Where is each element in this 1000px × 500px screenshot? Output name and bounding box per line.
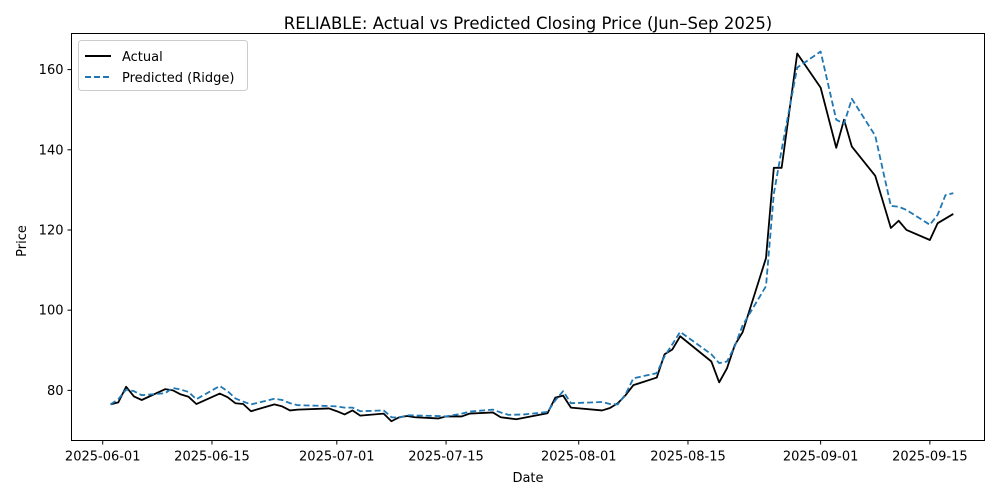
y-tick-label: 80 [47,384,64,399]
series-line-predicted [110,50,954,419]
series-group [110,50,954,423]
x-tick-label: 2025-08-01 [541,450,617,465]
x-axis: 2025-06-01 2025-06-15 2025-07-01 2025-07-15… [65,440,968,465]
legend-box [78,40,248,91]
y-axis-label: Price [15,225,30,257]
y-tick-label: 120 [39,223,64,238]
y-tick-label: 140 [39,143,64,158]
x-tick-label: 2025-06-01 [65,450,141,465]
x-tick-label: 2025-06-15 [174,450,250,465]
x-axis-label: Date [512,471,543,486]
legend: Actual Predicted (Ridge) [78,40,248,91]
x-tick-label: 2025-09-01 [783,450,859,465]
chart-title: RELIABLE: Actual vs Predicted Closing Pr… [284,14,773,33]
y-tick-label: 160 [39,63,64,78]
x-tick-label: 2025-08-15 [650,450,726,465]
y-tick-label: 100 [39,304,64,319]
x-tick-label: 2025-07-15 [408,450,484,465]
axes-frame [71,33,985,441]
legend-label-actual: Actual [122,50,163,65]
y-axis: 80 100 120 140 160 [39,63,72,399]
x-tick-label: 2025-09-15 [892,450,968,465]
x-tick-label: 2025-07-01 [299,450,375,465]
legend-label-predicted: Predicted (Ridge) [122,71,234,86]
